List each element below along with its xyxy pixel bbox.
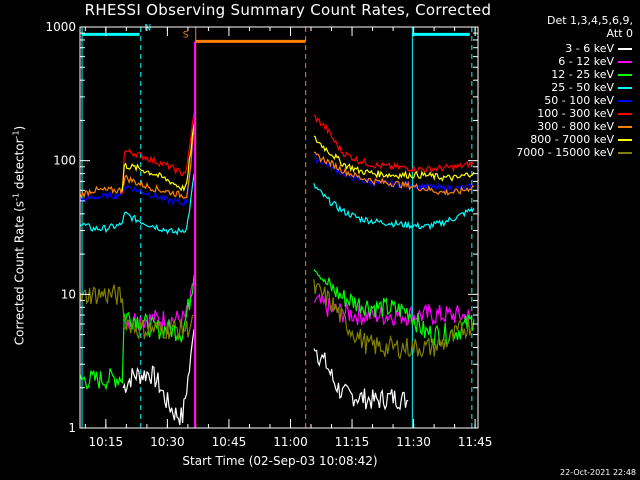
series-line-5-1: [313, 114, 475, 174]
y-tick-label-3: 1000: [45, 20, 76, 34]
legend-item: 50 - 100 keV: [484, 94, 636, 107]
legend-swatch: [618, 87, 632, 89]
detector-line: Det 1,3,4,5,6,9,: [546, 14, 633, 27]
legend-swatch: [618, 48, 632, 50]
flag-label-0: N: [144, 23, 151, 33]
timestamp: 22-Oct-2021 22:48: [560, 468, 636, 477]
x-tick-label-4: 11:15: [335, 435, 370, 449]
series-line-0-0: [122, 328, 195, 426]
legend-swatch: [618, 100, 632, 102]
legend-label: 6 - 12 keV: [558, 55, 614, 68]
legend-item: 25 - 50 keV: [484, 81, 636, 94]
legend-label: 50 - 100 keV: [544, 94, 614, 107]
series-line-0-1: [313, 348, 409, 411]
x-tick-label-6: 11:45: [458, 435, 493, 449]
y-tick-label-1: 10: [61, 287, 76, 301]
legend-swatch: [618, 113, 632, 115]
legend-label: 7000 - 15000 keV: [516, 146, 614, 159]
legend-swatch: [618, 126, 632, 128]
legend-swatch: [618, 74, 632, 76]
legend-label: 12 - 25 keV: [551, 68, 614, 81]
y-tick-label-2: 100: [53, 154, 76, 168]
legend-item: 800 - 7000 keV: [484, 133, 636, 146]
legend-label: 25 - 50 keV: [551, 81, 614, 94]
legend-label: 100 - 300 keV: [537, 107, 614, 120]
series-line-3-0: [79, 173, 195, 236]
x-tick-label-3: 11:00: [273, 435, 308, 449]
legend-label: 3 - 6 keV: [565, 42, 614, 55]
y-tick-label-0: 1: [68, 421, 76, 435]
legend-item: 100 - 300 keV: [484, 107, 636, 120]
x-tick-label-0: 10:15: [89, 435, 124, 449]
legend-label: 800 - 7000 keV: [530, 133, 614, 146]
legend-item: 12 - 25 keV: [484, 68, 636, 81]
series-line-4-0: [79, 129, 195, 207]
series-line-5-0: [121, 112, 195, 194]
legend-item: 7000 - 15000 keV: [484, 146, 636, 159]
legend-swatch: [618, 61, 632, 63]
flag-label-1: S: [183, 30, 189, 40]
legend-label: 300 - 800 keV: [537, 120, 614, 133]
x-tick-label-2: 10:45: [212, 435, 247, 449]
legend-item: 300 - 800 keV: [484, 120, 636, 133]
series-line-6-1: [313, 151, 475, 196]
series-line-7-0: [121, 123, 195, 193]
legend: 3 - 6 keV 6 - 12 keV 12 - 25 keV 25 - 50 ke…: [484, 42, 636, 159]
plot-frame: [79, 26, 479, 429]
legend-item: 6 - 12 keV: [484, 55, 636, 68]
legend-item: 3 - 6 keV: [484, 42, 636, 55]
detector-info: Det 1,3,4,5,6,9, Att 0: [508, 14, 633, 40]
series-line-1-1: [313, 292, 471, 327]
series-line-6-0: [79, 126, 195, 200]
series-line-7-1: [313, 135, 475, 182]
legend-swatch: [618, 152, 632, 154]
attenuator-line: Att 0: [606, 27, 633, 40]
x-tick-label-5: 11:30: [396, 435, 431, 449]
series-line-3-1: [313, 183, 475, 231]
chart-title: RHESSI Observing Summary Count Rates, Co…: [84, 1, 492, 19]
x-axis-label: Start Time (02-Sep-03 10:08:42): [182, 454, 378, 468]
x-tick-label-1: 10:30: [150, 435, 185, 449]
legend-swatch: [618, 139, 632, 141]
series-line-8-1: [313, 279, 475, 360]
series-line-8-0: [79, 284, 195, 341]
